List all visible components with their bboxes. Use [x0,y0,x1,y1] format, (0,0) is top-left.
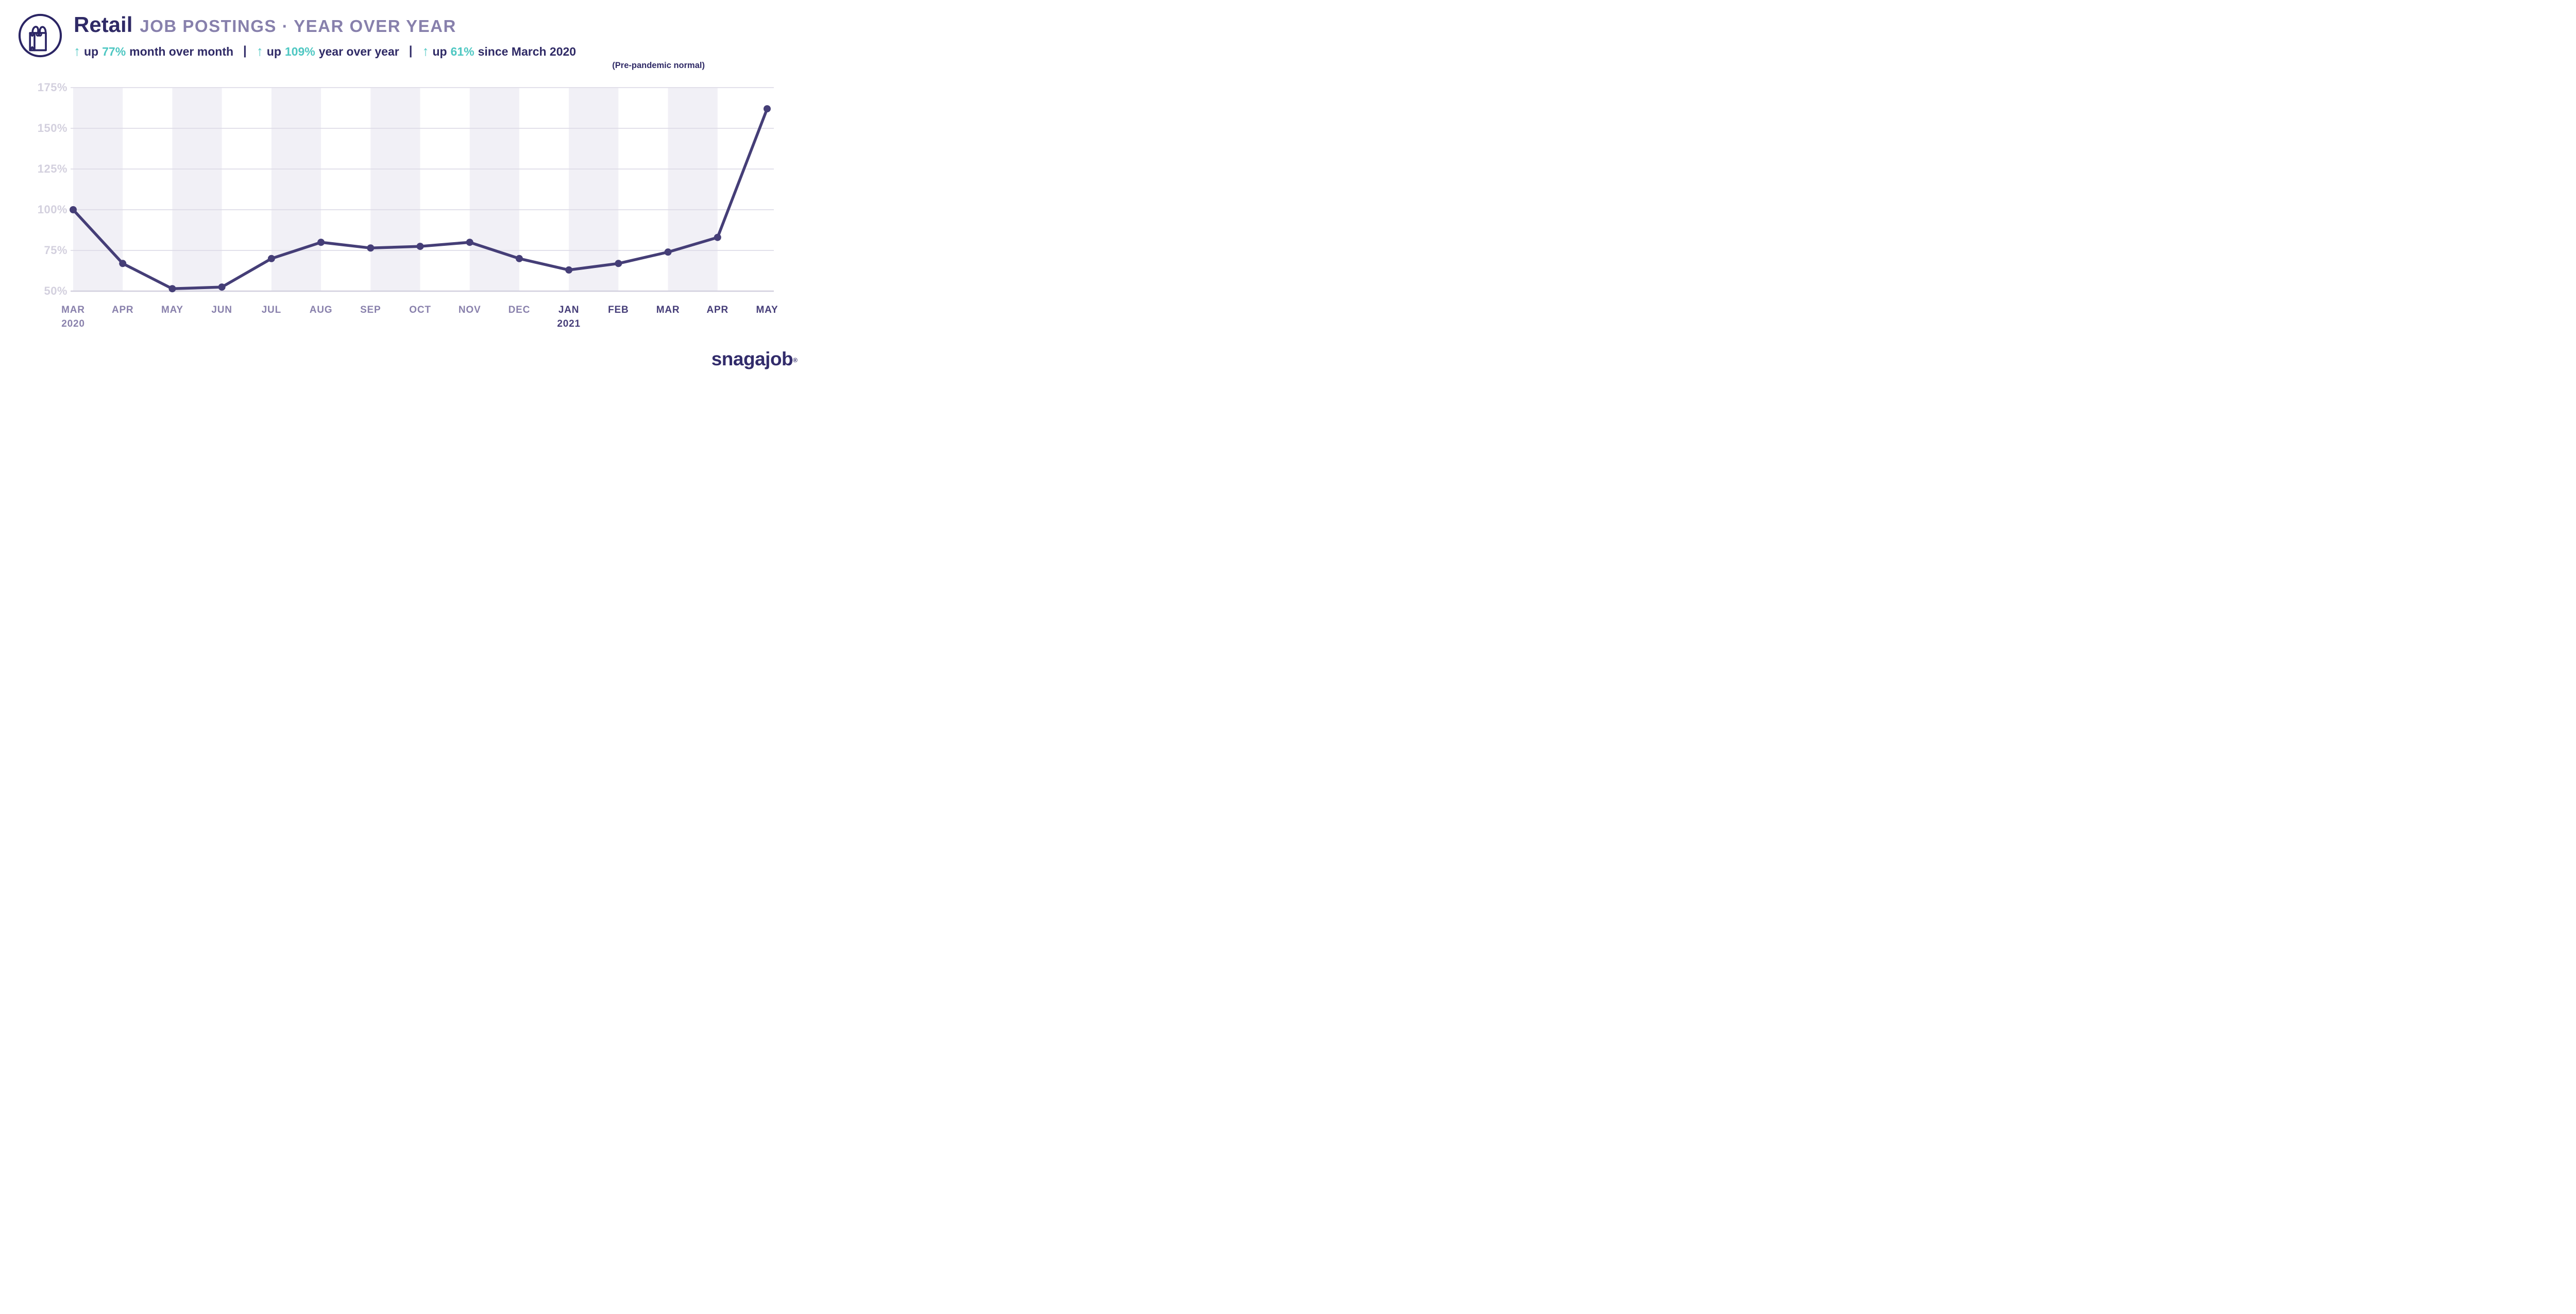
stat-separator: | [409,44,413,58]
stat-rest: month over month [129,44,234,58]
up-arrow-icon: ↑ [74,43,80,59]
stat-value: 77% [102,44,126,58]
stat-value: 109% [284,44,315,58]
chart-column-band [271,88,321,291]
y-axis-label: 50% [44,284,67,297]
stats-row: ↑ up 77% month over month | ↑ up 109% ye… [74,44,576,59]
x-axis-label: NOV [458,305,481,315]
x-axis-label: MAR [656,305,680,315]
shopping-bag-icon [16,12,64,59]
data-point [168,285,176,293]
data-point [367,244,375,252]
stat-lead: up [432,44,447,58]
brand-logo-text: snagajob [711,348,793,369]
data-point [119,260,127,267]
stat-year-over-year: ↑ up 109% year over year [256,43,399,59]
y-axis-label: 125% [37,162,67,175]
up-arrow-icon: ↑ [256,43,263,59]
y-axis-label: 75% [44,244,67,257]
stat-value: 61% [450,44,474,58]
stat-lead: up [266,44,281,58]
chart-column-band [469,88,519,291]
data-point [714,233,721,241]
data-point [764,105,771,113]
data-point [267,255,275,262]
data-point [615,260,622,267]
chart-column-band [569,88,619,291]
stat-rest: since March 2020 [478,44,577,58]
data-point [565,266,573,274]
x-axis-year-label: 2020 [61,318,85,329]
chart-column-band [668,88,718,291]
page-subtitle: JOB POSTINGS · YEAR OVER YEAR [140,16,456,36]
data-point [664,248,672,256]
x-axis-label: SEP [360,305,381,315]
x-axis-label: APR [706,305,729,315]
x-axis-label: MAY [756,305,778,315]
data-point [416,243,424,250]
page-title: Retail [74,12,133,37]
x-axis-label: JAN [558,305,580,315]
x-axis-label: DEC [508,305,531,315]
x-axis-label: AUG [309,305,333,315]
data-point [317,239,325,246]
brand-logo: snagajob® [711,348,798,370]
chart-column-band [370,88,420,291]
x-axis-label: JUN [211,305,232,315]
up-arrow-icon: ↑ [422,43,429,59]
stat-lead: up [84,44,99,58]
x-axis-label: OCT [409,305,431,315]
x-axis-label: MAY [161,305,183,315]
stat-month-over-month: ↑ up 77% month over month [74,43,234,59]
y-axis-label: 175% [37,81,67,94]
data-point [218,283,226,291]
y-axis-label: 100% [37,203,67,216]
x-axis-label: MAR [61,305,85,315]
x-axis-label: FEB [608,305,629,315]
x-axis-label: APR [111,305,134,315]
infographic-canvas: Retail JOB POSTINGS · YEAR OVER YEAR ↑ u… [0,0,808,376]
stat-since-march-2020: ↑ up 61% since March 2020 [422,43,577,59]
line-chart [70,87,774,293]
stat-rest: year over year [318,44,399,58]
registered-mark: ® [793,357,798,364]
x-axis-year-label: 2021 [557,318,581,329]
data-point [466,239,473,246]
pre-pandemic-note: (Pre-pandemic normal) [612,61,705,70]
stat-separator: | [243,44,247,58]
y-axis-label: 150% [37,122,67,134]
data-point [515,255,523,262]
x-axis-label: JUL [261,305,281,315]
data-point [70,206,77,213]
chart-column-band [73,88,123,291]
chart-column-band [172,88,222,291]
page-title-row: Retail JOB POSTINGS · YEAR OVER YEAR [74,12,456,37]
